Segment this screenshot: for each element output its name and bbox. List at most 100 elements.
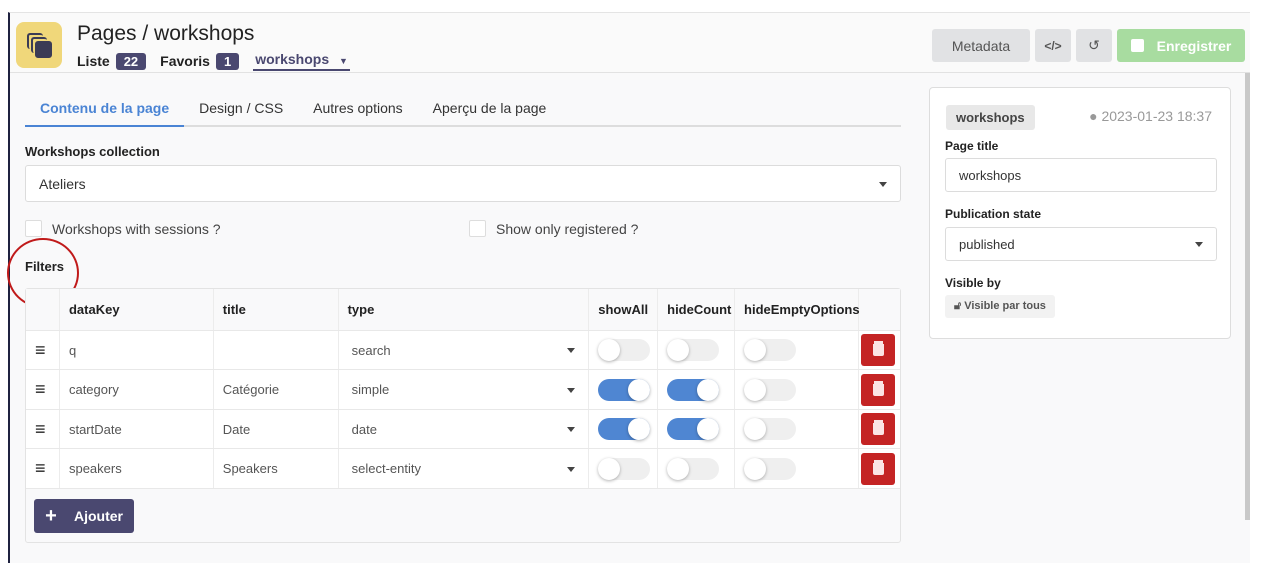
page-header: Pages / workshops Liste 22 Favoris 1 wor… bbox=[10, 13, 1250, 73]
column-header: title bbox=[214, 289, 339, 330]
table-cell: Speakers bbox=[214, 449, 339, 488]
type-select[interactable]: search bbox=[339, 331, 590, 369]
table-cell bbox=[589, 449, 659, 488]
table-cell: q bbox=[60, 331, 214, 369]
collection-select[interactable]: Ateliers bbox=[25, 165, 901, 202]
publication-state-label: Publication state bbox=[945, 207, 1042, 221]
publication-state-value: published bbox=[959, 236, 1015, 252]
metadata-button[interactable]: Metadata bbox=[932, 29, 1030, 62]
column-header: hideCount bbox=[658, 289, 736, 330]
page-title-input[interactable]: workshops bbox=[945, 158, 1217, 192]
hideEmptyOptions-toggle[interactable] bbox=[744, 339, 797, 361]
table-row: ≡ startDate Date date bbox=[26, 410, 900, 449]
scrollbar[interactable] bbox=[1245, 73, 1250, 520]
page-info-panel: workshops ● 2023-01-23 18:37 Page title … bbox=[929, 87, 1231, 339]
hideCount-toggle[interactable] bbox=[667, 339, 720, 361]
page-title-label: Page title bbox=[945, 139, 999, 153]
showAll-toggle[interactable] bbox=[598, 418, 651, 440]
updated-date: ● 2023-01-23 18:37 bbox=[1089, 108, 1212, 124]
only-registered-checkbox[interactable]: Show only registered ? bbox=[469, 220, 638, 237]
add-filter-button[interactable]: + Ajouter bbox=[34, 499, 134, 533]
code-icon[interactable]: </> bbox=[1035, 29, 1071, 62]
tab-bar: Contenu de la page Design / CSS Autres o… bbox=[25, 97, 901, 127]
table-cell: startDate bbox=[60, 410, 214, 448]
only-registered-label: Show only registered ? bbox=[496, 220, 639, 237]
caret-down-icon: ▼ bbox=[339, 56, 348, 66]
favorites-link[interactable]: Favoris bbox=[160, 53, 210, 69]
table-cell bbox=[589, 370, 659, 409]
visibility-badge[interactable]: 🔓︎ Visible par tous bbox=[945, 295, 1055, 318]
column-header: type bbox=[339, 289, 590, 330]
floppy-icon bbox=[1130, 39, 1144, 52]
trash-icon bbox=[872, 462, 884, 475]
drag-handle-icon[interactable]: ≡ bbox=[26, 449, 60, 488]
hideCount-toggle[interactable] bbox=[667, 457, 720, 480]
table-cell bbox=[859, 289, 900, 330]
hideEmptyOptions-toggle[interactable] bbox=[744, 418, 797, 440]
table-cell bbox=[735, 449, 860, 488]
trash-icon bbox=[872, 344, 884, 356]
table-cell bbox=[859, 331, 900, 369]
hideCount-toggle[interactable] bbox=[667, 378, 720, 401]
table-row: ≡ speakers Speakers select-entity bbox=[26, 449, 900, 489]
table-cell bbox=[735, 331, 860, 369]
filters-table: + Ajouter dataKey title type showAll hideCoun… bbox=[25, 288, 901, 543]
tab-preview[interactable]: Aperçu de la page bbox=[432, 100, 547, 116]
table-cell: speakers bbox=[60, 449, 214, 488]
hideEmptyOptions-toggle[interactable] bbox=[744, 378, 797, 401]
tab-other-options[interactable]: Autres options bbox=[313, 100, 403, 116]
showAll-toggle[interactable] bbox=[598, 378, 651, 401]
delete-button[interactable] bbox=[861, 413, 896, 445]
table-cell bbox=[859, 370, 900, 409]
type-value: select-entity bbox=[351, 461, 422, 476]
page-title: Pages / workshops bbox=[77, 22, 255, 45]
table-cell bbox=[658, 370, 736, 409]
trash-icon bbox=[872, 423, 884, 435]
clock-icon: ● bbox=[1089, 108, 1098, 124]
delete-button[interactable] bbox=[861, 334, 896, 366]
favorites-count-badge: 1 bbox=[215, 52, 240, 70]
table-cell bbox=[214, 331, 339, 369]
page-switcher-label: workshops bbox=[255, 51, 330, 67]
publication-state-select[interactable]: published bbox=[945, 227, 1217, 261]
column-header: showAll bbox=[589, 289, 659, 330]
type-select[interactable]: simple bbox=[339, 370, 590, 409]
type-select[interactable]: select-entity bbox=[339, 449, 590, 488]
save-button[interactable]: Enregistrer bbox=[1117, 29, 1245, 62]
table-row: ≡ q search bbox=[26, 331, 900, 370]
hideCount-toggle[interactable] bbox=[667, 418, 720, 440]
trash-icon bbox=[872, 383, 884, 396]
showAll-toggle[interactable] bbox=[598, 457, 651, 480]
tab-content[interactable]: Contenu de la page bbox=[25, 97, 185, 127]
tab-design[interactable]: Design / CSS bbox=[199, 100, 284, 116]
pages-icon bbox=[16, 22, 62, 68]
table-cell bbox=[589, 331, 659, 369]
hideEmptyOptions-toggle[interactable] bbox=[744, 457, 797, 480]
table-cell bbox=[26, 289, 60, 330]
drag-handle-icon[interactable]: ≡ bbox=[26, 410, 60, 448]
history-icon[interactable]: ↺ bbox=[1076, 29, 1112, 62]
table-cell: Date bbox=[214, 410, 339, 448]
table-cell bbox=[658, 331, 736, 369]
table-cell bbox=[589, 410, 659, 448]
delete-button[interactable] bbox=[861, 373, 896, 406]
column-header: hideEmptyOptions bbox=[735, 289, 860, 330]
caret-down-icon bbox=[1195, 242, 1203, 247]
with-sessions-checkbox[interactable]: Workshops with sessions ? bbox=[25, 220, 221, 237]
table-cell bbox=[859, 449, 900, 488]
add-label: Ajouter bbox=[74, 508, 123, 524]
showAll-toggle[interactable] bbox=[598, 339, 651, 361]
delete-button[interactable] bbox=[861, 452, 896, 485]
with-sessions-label: Workshops with sessions ? bbox=[52, 220, 221, 237]
page-switcher-dropdown[interactable]: workshops ▼ bbox=[253, 51, 350, 71]
list-link[interactable]: Liste bbox=[77, 53, 110, 69]
caret-down-icon bbox=[567, 387, 576, 393]
table-cell bbox=[859, 410, 900, 448]
type-select[interactable]: date bbox=[339, 410, 590, 448]
table-cell bbox=[658, 410, 736, 448]
drag-handle-icon[interactable]: ≡ bbox=[26, 370, 60, 409]
table-cell: category bbox=[60, 370, 214, 409]
table-cell bbox=[735, 370, 860, 409]
drag-handle-icon[interactable]: ≡ bbox=[26, 331, 60, 369]
type-value: date bbox=[351, 421, 377, 437]
